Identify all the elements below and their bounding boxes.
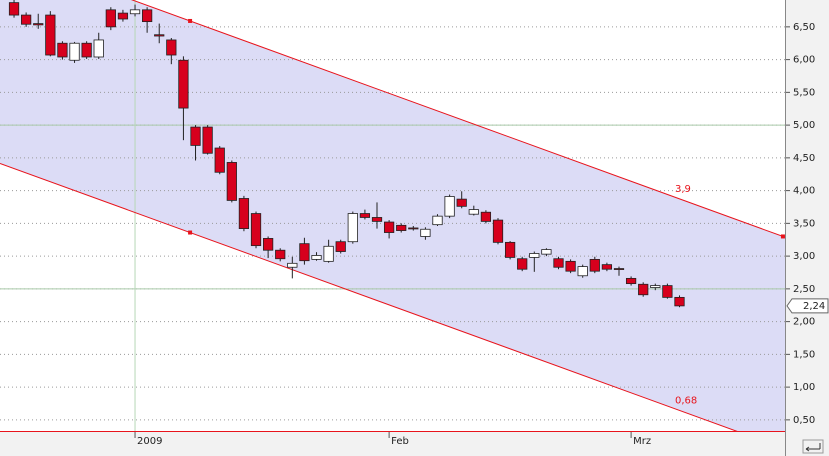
channel-label: 0,68 — [675, 396, 697, 407]
candle-body — [178, 59, 189, 109]
x-tick-label: Feb — [391, 436, 409, 447]
y-tick-label: 6,50 — [793, 22, 815, 33]
channel-fill — [0, 0, 785, 431]
candle-body — [190, 126, 201, 146]
candle-body — [359, 213, 371, 218]
y-tick-label: 1,50 — [793, 349, 815, 360]
candle-body — [480, 211, 492, 222]
channel-label: 3,9 — [675, 184, 691, 195]
candle-body — [275, 249, 286, 260]
candle-body — [396, 224, 407, 231]
candle-body — [21, 14, 32, 25]
candle-body — [93, 39, 104, 58]
channel-anchor — [780, 234, 785, 239]
candle-body — [166, 39, 177, 56]
candle-body — [529, 253, 540, 258]
channel-anchor — [188, 230, 193, 235]
candle-body — [383, 221, 395, 233]
candle-body — [69, 42, 80, 61]
candle-body — [420, 228, 431, 237]
candle-body — [154, 34, 165, 37]
y-tick-label: 2,50 — [793, 284, 815, 295]
candle-body — [625, 277, 637, 285]
candle-body — [142, 9, 153, 23]
y-tick-label: 3,00 — [793, 251, 815, 262]
candle-body — [613, 268, 625, 270]
y-tick-label: 2,00 — [793, 317, 815, 328]
candle-body — [33, 23, 44, 26]
candle-body — [263, 238, 274, 251]
channel-anchor — [188, 18, 193, 23]
candle-body — [57, 42, 68, 58]
channel-lower — [0, 162, 738, 431]
candle-body — [117, 12, 129, 20]
candle-body — [214, 147, 225, 173]
candle-body — [468, 209, 479, 215]
candle-body — [238, 198, 250, 230]
candle-body — [311, 255, 322, 260]
candle-body — [250, 213, 262, 247]
x-tick-label: 2009 — [137, 436, 162, 447]
channel-upper — [130, 0, 785, 238]
candle-body — [129, 9, 141, 15]
candle-body — [444, 196, 455, 217]
resize-icon — [805, 443, 821, 452]
candle-body — [541, 249, 552, 255]
candle-body — [577, 266, 588, 277]
candle-body — [674, 296, 685, 307]
candle-body — [565, 260, 576, 272]
y-tick-label: 6,00 — [793, 55, 815, 66]
candle-body — [371, 217, 383, 222]
candle-body — [638, 283, 649, 296]
x-tick-label: Mrz — [633, 436, 651, 447]
candle-body — [601, 264, 613, 270]
last-price-box — [786, 298, 829, 314]
last-price-label: 2,24 — [803, 301, 825, 312]
candle-body — [202, 126, 213, 154]
candle-body — [323, 245, 334, 262]
candle-body — [517, 258, 528, 270]
candle-body — [81, 42, 92, 58]
candle-body — [650, 285, 661, 288]
candle-body — [347, 213, 358, 243]
y-axis-panel — [786, 0, 829, 456]
x-axis-panel — [0, 432, 829, 456]
candle-body — [8, 2, 20, 16]
candle-body — [492, 219, 504, 243]
candle-body — [299, 243, 310, 262]
candle-body — [226, 162, 237, 201]
candle-body — [662, 285, 673, 298]
candle-body — [45, 14, 56, 56]
axes: 0,50 1,00 1,50 2,00 2,50 3,00 3,50 4,00 4,50 5,00… — [134, 22, 829, 447]
y-tick-label: 5,00 — [793, 120, 815, 131]
y-tick-label: 5,50 — [793, 87, 815, 98]
y-tick-label: 4,50 — [793, 153, 815, 164]
candle-body — [553, 258, 564, 268]
candle-body — [287, 262, 298, 268]
candle-body — [504, 241, 516, 258]
y-tick-label: 0,50 — [793, 415, 815, 426]
candle-body — [456, 198, 467, 207]
candle-body — [589, 258, 600, 272]
candle-body — [408, 227, 419, 230]
y-tick-label: 3,50 — [793, 218, 815, 229]
candle-body — [432, 215, 443, 226]
y-tick-label: 1,00 — [793, 382, 815, 393]
candle-body — [335, 241, 346, 252]
plot-area: 3,9 0,68 — [0, 0, 785, 431]
candle-body — [105, 9, 116, 28]
y-tick-label: 4,00 — [793, 186, 815, 197]
